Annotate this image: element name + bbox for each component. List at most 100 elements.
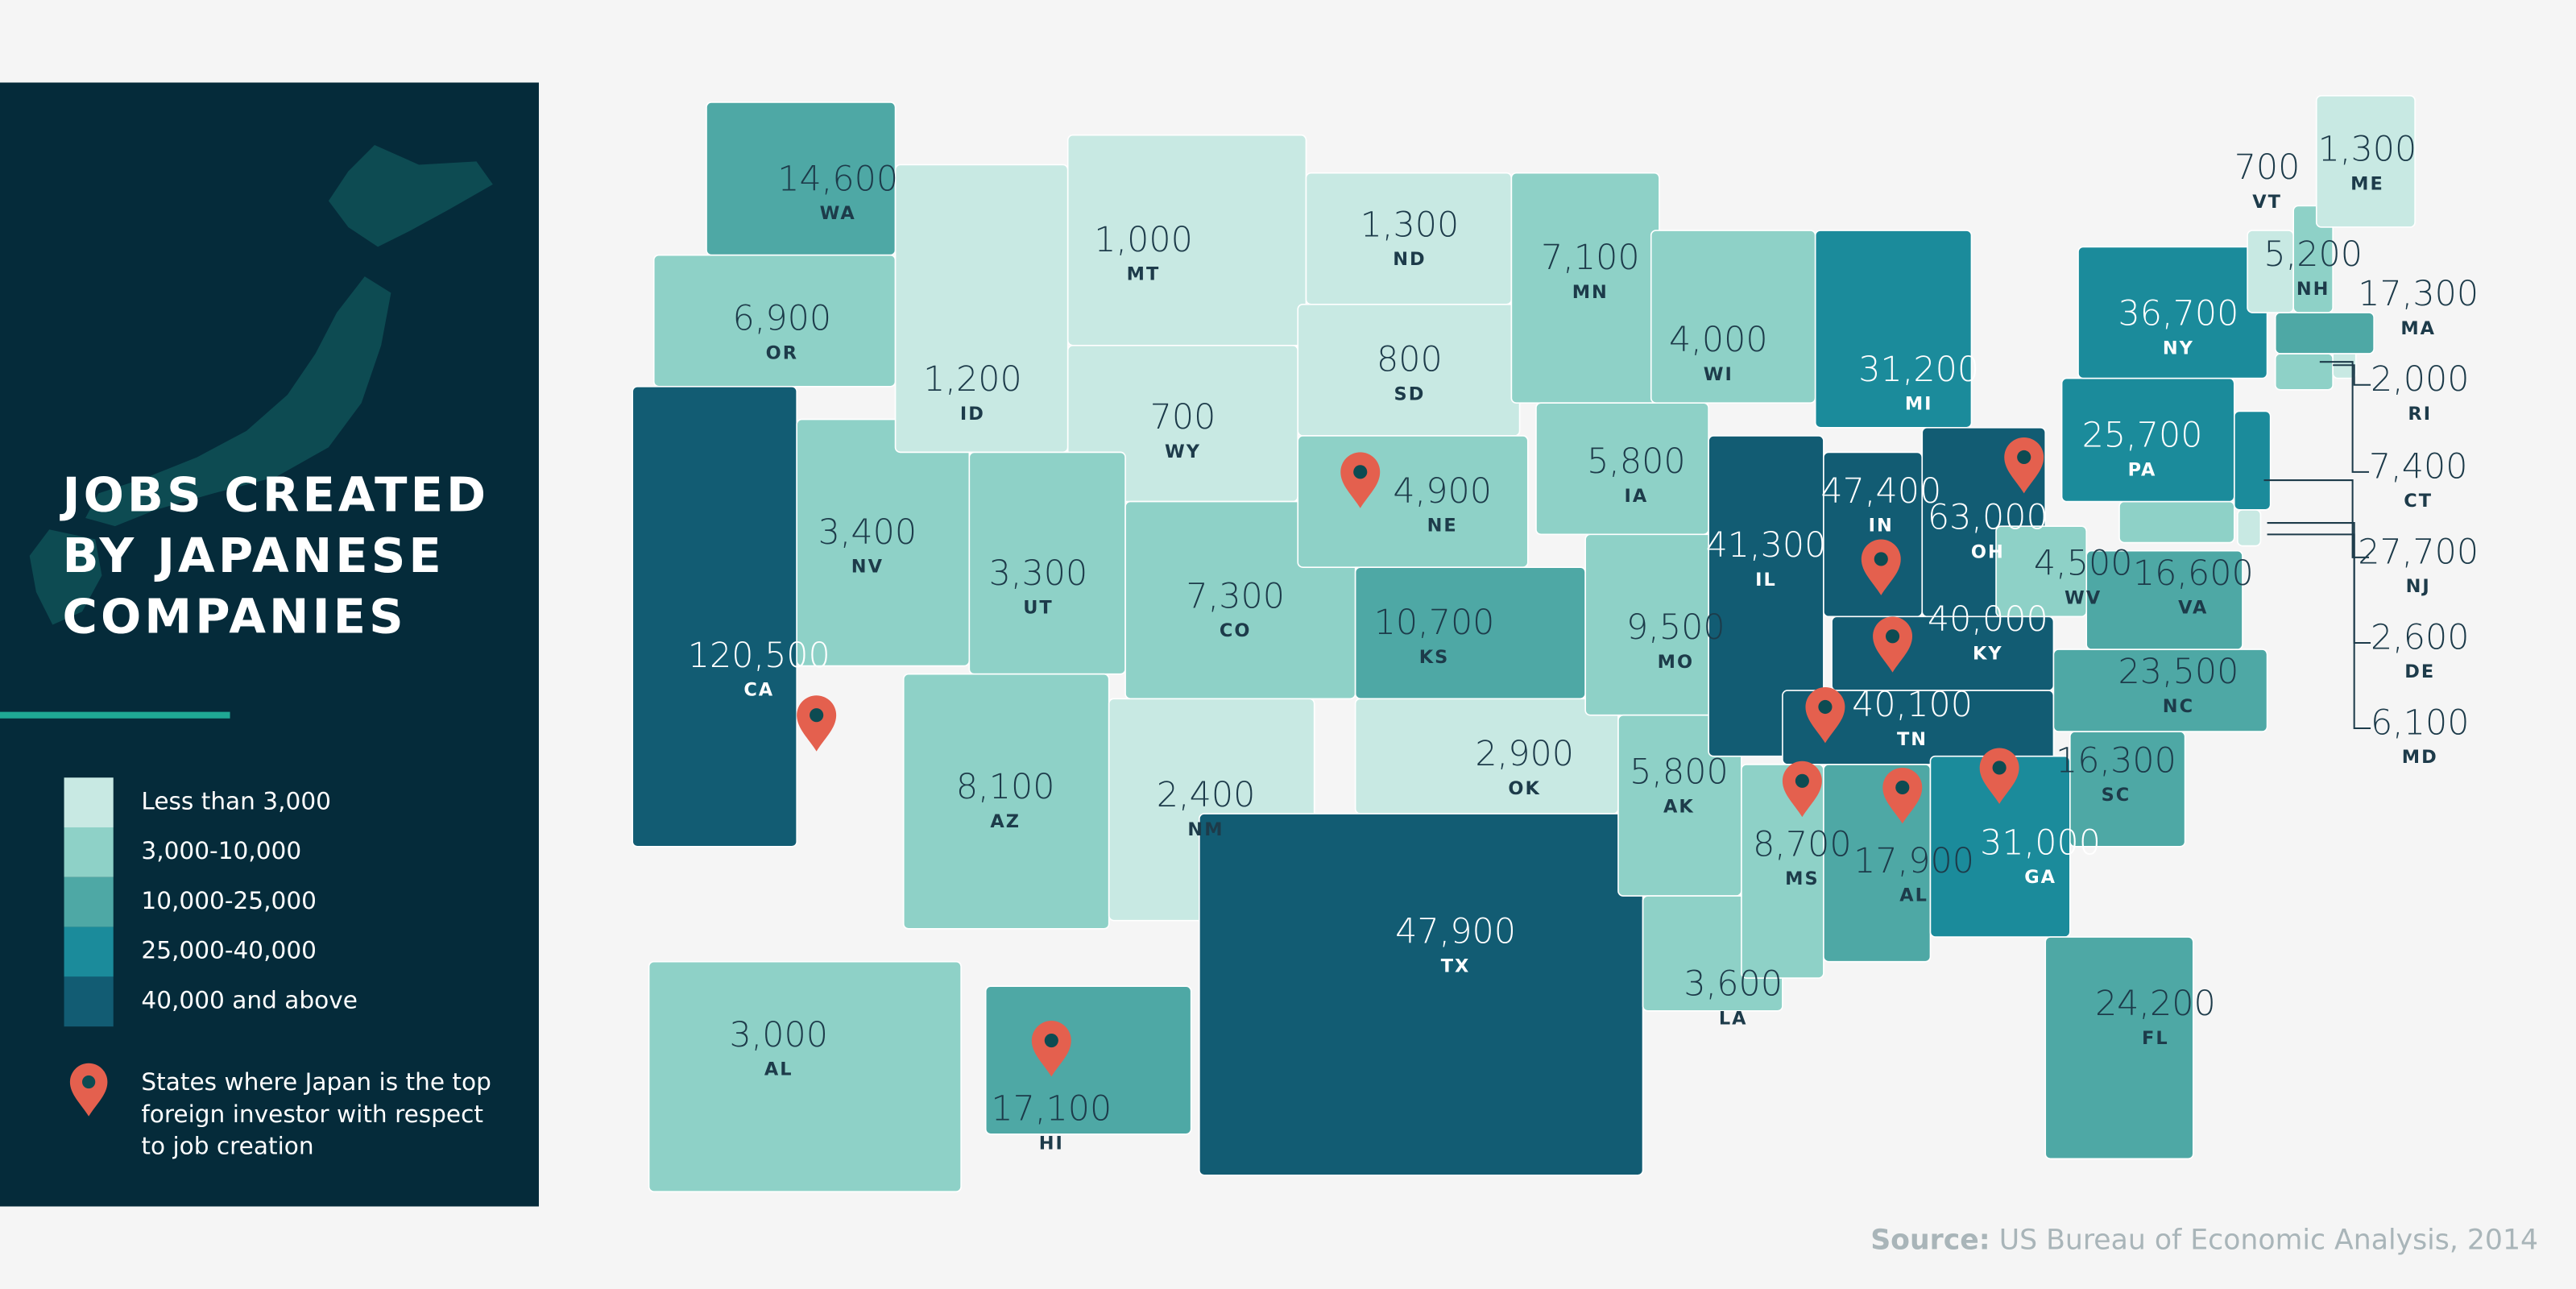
legend-label: Less than 3,000 [141, 787, 331, 814]
state-shape [648, 960, 962, 1192]
labels: 14,600 WA 6,900 OR 120,500 CA 3,400 NV 1,200 ID 1,… [688, 130, 2479, 1154]
pin-hole [81, 1075, 96, 1089]
state-shape [2292, 205, 2334, 313]
pin-hole [1895, 780, 1910, 795]
state-abbr: MN [1572, 282, 1609, 303]
pin-marker [1340, 452, 1381, 508]
state-abbr: NJ [2406, 576, 2431, 597]
legend-label: 40,000 and above [141, 986, 358, 1013]
state-value: 63,000 [1928, 497, 2048, 537]
state-abbr: KS [1419, 647, 1450, 668]
state-value: 7,300 [1186, 576, 1285, 616]
title-line: BY JAPANESE [63, 528, 445, 583]
state-abbr: AK [1663, 796, 1695, 817]
callout-line [2319, 361, 2370, 473]
state-value: 700 [2234, 147, 2301, 188]
pin-hole [1353, 465, 1368, 479]
state-value: 1,200 [923, 359, 1022, 400]
pin-marker [797, 695, 837, 752]
state-abbr: NC [2163, 696, 2194, 717]
state-value: 2,900 [1475, 734, 1574, 774]
state-abbr: NY [2163, 338, 2194, 359]
state-abbr: PA [2128, 459, 2157, 480]
state-abbr: LA [1719, 1009, 1748, 1030]
pin-legend-line: foreign investor with respect [141, 1100, 483, 1128]
state-abbr: KY [1973, 644, 2003, 665]
state-abbr: MI [1905, 394, 1933, 415]
state-value: 17,900 [1853, 841, 1974, 881]
state-value: 47,900 [1395, 911, 1516, 951]
state-abbr: RI [2408, 404, 2432, 425]
state-abbr: HI [1039, 1134, 1064, 1154]
state-value: 3,400 [818, 512, 917, 553]
state-value: 1,300 [2318, 130, 2417, 170]
state-value: 3,300 [989, 553, 1088, 594]
state-value: 5,800 [1630, 752, 1729, 793]
legend-swatch [64, 976, 114, 1027]
state-shape [632, 385, 797, 848]
state-abbr: VA [2178, 598, 2208, 619]
pin-hole [1874, 552, 1888, 566]
state-abbr: MO [1658, 652, 1694, 673]
state-abbr: TN [1897, 729, 1928, 750]
pin-body [69, 1063, 108, 1117]
pin-marker [1782, 761, 1822, 818]
state-abbr: OH [1971, 541, 2005, 562]
state-abbr: AL [764, 1059, 793, 1080]
state-abbr: TX [1441, 955, 1471, 976]
pin-body [1782, 761, 1822, 818]
state-value: 2,400 [1157, 775, 1256, 815]
state-value: 5,200 [2263, 234, 2363, 275]
state-abbr: OR [766, 343, 798, 364]
state-shape [984, 985, 1192, 1135]
pin-marker [1979, 748, 2019, 804]
state-value: 4,900 [1393, 471, 1492, 512]
state-value: 25,700 [2082, 416, 2203, 456]
state-value: 41,300 [1706, 525, 1827, 566]
legend-swatch [64, 827, 114, 877]
state-value: 40,100 [1852, 685, 1973, 725]
state-value: 2,000 [2371, 359, 2470, 400]
state-value: 4,000 [1669, 320, 1768, 360]
state-value: 14,600 [777, 159, 898, 199]
pin-marker [1873, 616, 1913, 673]
state-value: 36,700 [2118, 294, 2239, 334]
source-text: US Bureau of Economic Analysis, 2014 [1999, 1224, 2538, 1256]
legend-label: 3,000-10,000 [141, 837, 301, 864]
state-abbr: WY [1165, 441, 1201, 462]
pin-body [1882, 767, 1923, 824]
pin-hole [1818, 699, 1833, 715]
state-abbr: NH [2296, 279, 2330, 300]
state-abbr: IN [1869, 516, 1894, 537]
callout-line [2267, 522, 2371, 644]
state-abbr: ME [2350, 173, 2384, 194]
state-shape [2274, 353, 2334, 391]
pin-marker [1861, 539, 1901, 595]
state-value: 9,500 [1626, 607, 1725, 648]
state-value: 800 [1377, 340, 1443, 380]
panel-background [0, 82, 539, 1207]
state-value: 120,500 [688, 636, 830, 676]
pin-body [1340, 452, 1381, 508]
state-value: 23,500 [2118, 652, 2239, 692]
state-shape [2274, 312, 2375, 354]
pin-body [1805, 687, 1845, 744]
state-value: 5,800 [1587, 441, 1686, 482]
pin-body [1873, 616, 1913, 673]
state-abbr: WA [820, 203, 856, 224]
state-abbr: DE [2404, 661, 2435, 682]
state-value: 31,200 [1858, 350, 1979, 390]
state-shape [1995, 525, 2088, 618]
state-abbr: SC [2102, 785, 2131, 806]
pin-body [2004, 437, 2044, 494]
state-shape [2044, 936, 2194, 1160]
pin-body [1861, 539, 1901, 595]
state-abbr: CO [1220, 620, 1252, 641]
state-abbr: OK [1508, 778, 1541, 799]
pin-hole [2017, 450, 2031, 465]
state-value: 6,100 [2371, 703, 2470, 743]
pin-marker [1882, 767, 1923, 824]
state-abbr: FL [2142, 1028, 2169, 1049]
state-shape [1199, 813, 1644, 1176]
